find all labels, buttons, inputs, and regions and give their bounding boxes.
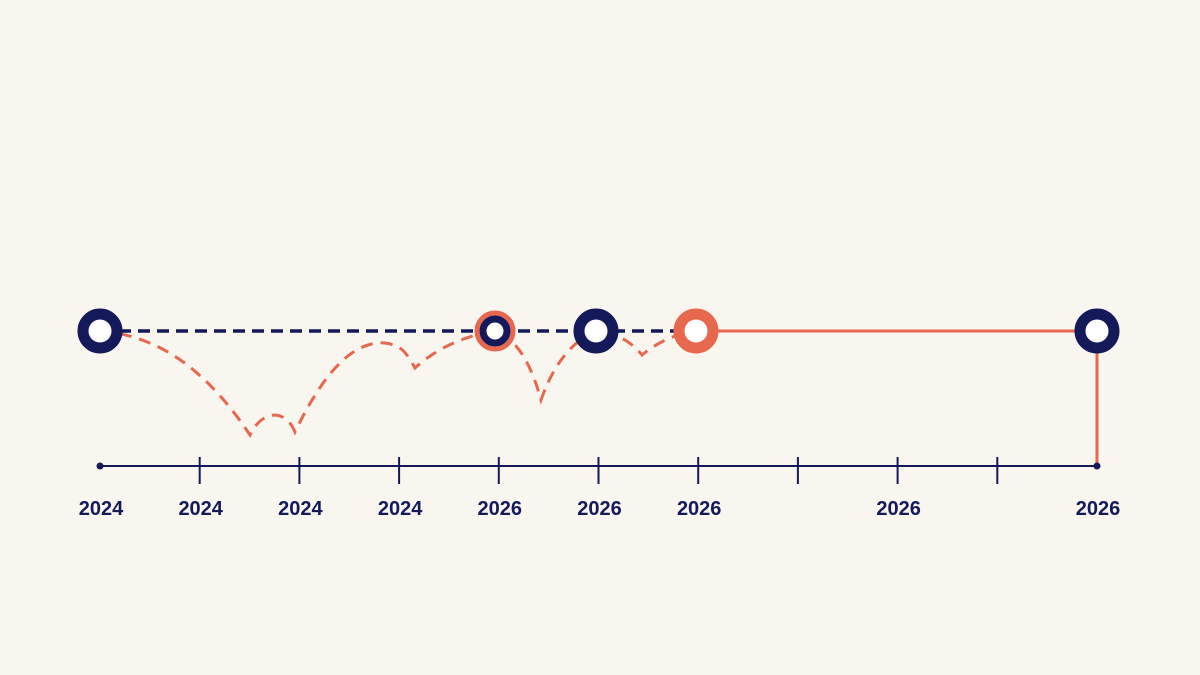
axis-start-dot [96,462,104,470]
node [673,308,719,354]
tick-label: 2026 [876,498,921,520]
tick-label: 2026 [1076,498,1121,520]
tick-label: 2026 [577,498,622,520]
tick-group: 2024 2024 2024 2024 2026 2026 2026 2026 2026 [79,457,1121,520]
node [479,315,511,347]
tick-label: 2024 [178,498,223,520]
node [1074,308,1120,354]
tick-label: 2024 [278,498,323,520]
tick-label: 2026 [677,498,722,520]
tick-label: 2024 [378,498,423,520]
orange-dashed-path [99,329,697,439]
node [573,308,619,354]
tick-label: 2024 [79,498,124,520]
tick-label: 2026 [478,498,523,520]
node [77,308,123,354]
axis-end-dot [1093,462,1101,470]
